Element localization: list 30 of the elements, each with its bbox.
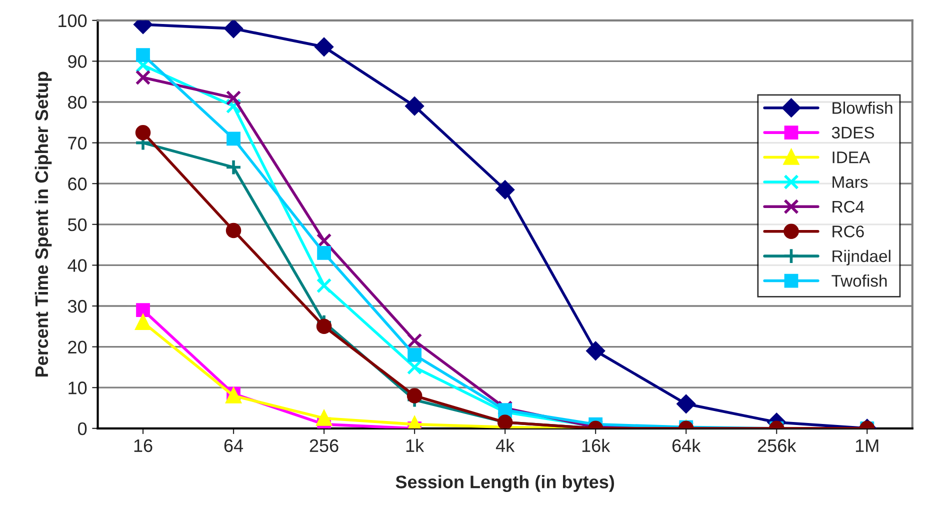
y-axis-title: Percent Time Spent in Cipher Setup (34, 72, 52, 377)
y-tick-label: 90 (68, 55, 87, 68)
x-tick-label: 64 (224, 439, 244, 452)
legend-label: Rijndael (832, 250, 890, 266)
legend-label: Twofish (832, 274, 887, 287)
x-tick-label: 16 (134, 439, 152, 452)
legend-label: Blowfish (832, 102, 892, 114)
legend-label: RC4 (832, 200, 864, 213)
y-tick-label: 50 (68, 218, 87, 232)
x-tick-label: 1k (406, 438, 424, 452)
x-tick-label: 4k (496, 438, 515, 452)
y-tick-label: 80 (68, 96, 87, 109)
y-tick-label: 60 (68, 178, 87, 190)
x-tick-label: 16k (582, 438, 610, 452)
legend-label: RC6 (832, 226, 864, 238)
legend-label: Mars (832, 176, 868, 188)
x-tick-label: 64k (672, 438, 701, 452)
x-tick-label: 256 (310, 439, 338, 452)
y-tick-label: 70 (68, 136, 87, 150)
legend-label: IDEA (832, 152, 870, 164)
y-tick-label: 30 (68, 300, 87, 313)
y-tick-label: 100 (58, 14, 87, 28)
y-tick-label: 20 (68, 340, 87, 354)
y-tick-label: 10 (68, 382, 87, 394)
y-tick-label: 40 (68, 259, 87, 272)
x-tick-label: 1M (856, 439, 878, 452)
x-tick-label: 256k (758, 438, 796, 452)
y-tick-label: 0 (78, 422, 87, 436)
legend-label: 3DES (832, 126, 874, 139)
x-axis-title: Session Length (in bytes) (396, 475, 614, 492)
